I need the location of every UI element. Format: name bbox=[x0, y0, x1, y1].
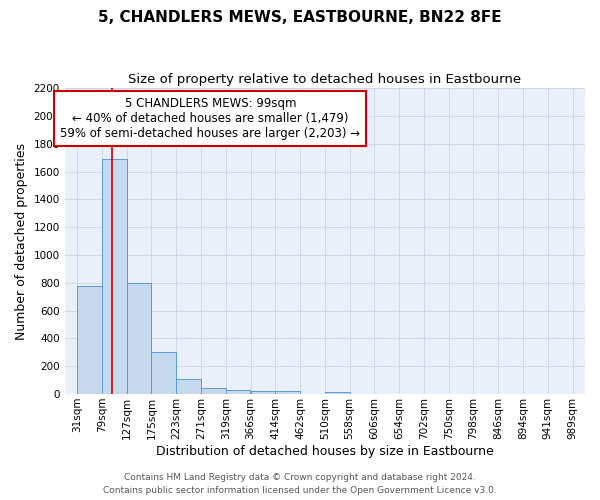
Bar bbox=[251, 392, 275, 394]
Title: Size of property relative to detached houses in Eastbourne: Size of property relative to detached ho… bbox=[128, 72, 521, 86]
Bar bbox=[127, 283, 151, 394]
Y-axis label: Number of detached properties: Number of detached properties bbox=[15, 142, 28, 340]
Text: 5 CHANDLERS MEWS: 99sqm
← 40% of detached houses are smaller (1,479)
59% of semi: 5 CHANDLERS MEWS: 99sqm ← 40% of detache… bbox=[60, 97, 361, 140]
Bar bbox=[151, 352, 176, 394]
Bar bbox=[226, 390, 251, 394]
Bar bbox=[325, 392, 350, 394]
Text: 5, CHANDLERS MEWS, EASTBOURNE, BN22 8FE: 5, CHANDLERS MEWS, EASTBOURNE, BN22 8FE bbox=[98, 10, 502, 25]
Bar bbox=[176, 378, 201, 394]
X-axis label: Distribution of detached houses by size in Eastbourne: Distribution of detached houses by size … bbox=[156, 444, 494, 458]
Bar bbox=[77, 286, 102, 394]
Bar bbox=[275, 392, 300, 394]
Bar bbox=[102, 159, 127, 394]
Text: Contains HM Land Registry data © Crown copyright and database right 2024.
Contai: Contains HM Land Registry data © Crown c… bbox=[103, 474, 497, 495]
Bar bbox=[201, 388, 226, 394]
